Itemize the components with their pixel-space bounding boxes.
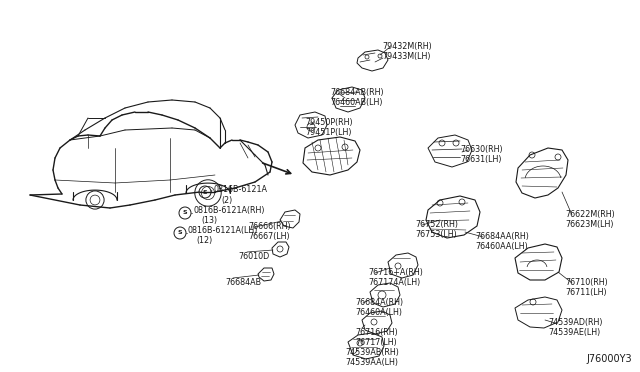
Text: (13): (13) <box>201 217 217 225</box>
Text: 76717(LH): 76717(LH) <box>355 338 397 347</box>
Text: 76716(RH): 76716(RH) <box>355 328 397 337</box>
Text: (2): (2) <box>221 196 232 205</box>
Text: 76631(LH): 76631(LH) <box>460 155 502 164</box>
Text: 767174A(LH): 767174A(LH) <box>368 278 420 287</box>
Text: 74539AA(LH): 74539AA(LH) <box>345 358 398 367</box>
Text: 79432M(RH): 79432M(RH) <box>382 42 432 51</box>
Text: 0816B-6121A(LH): 0816B-6121A(LH) <box>188 227 259 235</box>
Text: J76000Y3: J76000Y3 <box>586 354 632 364</box>
Text: 76684AB(RH): 76684AB(RH) <box>330 88 383 97</box>
Text: 0816B-6121A(RH): 0816B-6121A(RH) <box>193 206 264 215</box>
Text: 76460AB(LH): 76460AB(LH) <box>330 98 383 107</box>
Text: S: S <box>203 189 207 195</box>
Text: 76752(RH): 76752(RH) <box>415 220 458 229</box>
Text: 76623M(LH): 76623M(LH) <box>565 220 614 229</box>
Text: 76716+A(RH): 76716+A(RH) <box>368 268 423 277</box>
Text: 76622M(RH): 76622M(RH) <box>565 210 615 219</box>
Text: 76010D: 76010D <box>238 252 269 261</box>
Text: 74539AE(LH): 74539AE(LH) <box>548 328 600 337</box>
Text: 76460AA(LH): 76460AA(LH) <box>475 242 528 251</box>
Text: 79451P(LH): 79451P(LH) <box>305 128 351 137</box>
Text: 79433M(LH): 79433M(LH) <box>382 52 431 61</box>
Text: 76667(LH): 76667(LH) <box>248 232 290 241</box>
Text: 76666(RH): 76666(RH) <box>248 222 291 231</box>
Text: 76460A(LH): 76460A(LH) <box>355 308 402 317</box>
Text: 76684AA(RH): 76684AA(RH) <box>475 232 529 241</box>
Text: 74539AD(RH): 74539AD(RH) <box>548 318 602 327</box>
Text: 74539AB(RH): 74539AB(RH) <box>345 348 399 357</box>
Text: 76630(RH): 76630(RH) <box>460 145 502 154</box>
Text: 76684A(RH): 76684A(RH) <box>355 298 403 307</box>
Text: 76684AB: 76684AB <box>225 278 261 287</box>
Text: S: S <box>178 231 182 235</box>
Text: (12): (12) <box>196 237 212 246</box>
Text: 76711(LH): 76711(LH) <box>565 288 607 297</box>
Text: 0816B-6121A: 0816B-6121A <box>213 186 267 195</box>
Text: 76753(LH): 76753(LH) <box>415 230 457 239</box>
Text: 79450P(RH): 79450P(RH) <box>305 118 353 127</box>
Text: S: S <box>182 211 188 215</box>
Text: 76710(RH): 76710(RH) <box>565 278 608 287</box>
